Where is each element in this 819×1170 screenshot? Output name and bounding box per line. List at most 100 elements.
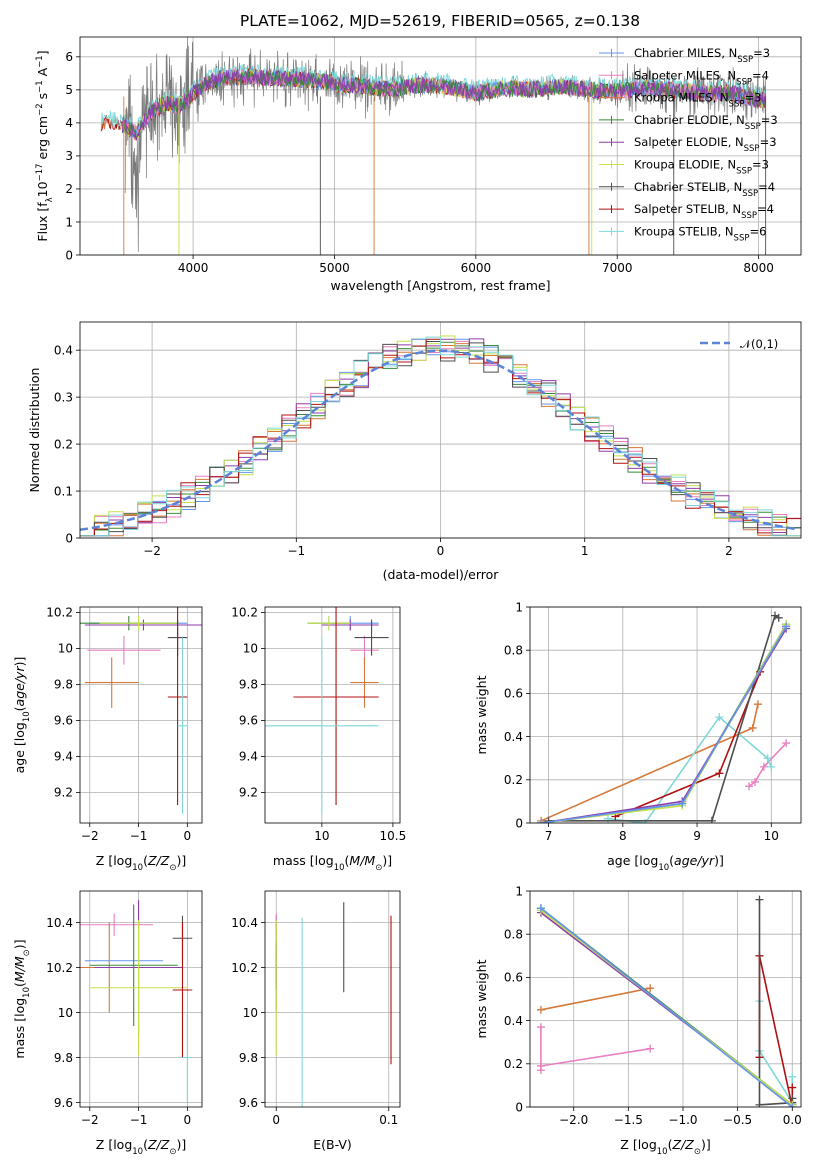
- plot-area: [80, 900, 193, 1103]
- errorbar-point-7: [172, 922, 193, 1058]
- axes-frame: [79, 321, 802, 539]
- y-tick-label: 9.8: [54, 678, 73, 692]
- y-tick-label: 0.4: [504, 1014, 523, 1028]
- series-line: [541, 623, 787, 823]
- legend-entry: Salpeter ELODIE, NSSP=3: [634, 135, 777, 154]
- series-line: [748, 742, 787, 787]
- y-tick-label: 0.1: [54, 484, 73, 498]
- axes-mass_vs_Z: −2 −1 0 9.6 9.8 10 10.2 10.4 Z [log10(Z/Z⊙)] mass…: [12, 890, 203, 1157]
- x-tick-label: −1: [130, 1113, 148, 1127]
- y-tick-label: 10: [243, 642, 258, 656]
- axes-frame: [264, 890, 401, 1108]
- y-tick-label: 0.3: [54, 390, 73, 404]
- y-tick-label: 9.2: [239, 786, 258, 800]
- plot-area: [100, 37, 767, 255]
- legend-entry: Chabrier STELIB, NSSP=4: [634, 180, 775, 199]
- y-tick-label: 0.6: [504, 687, 523, 701]
- plot-area: [265, 607, 389, 814]
- y-tick-label: 10: [243, 1006, 258, 1020]
- errorbar-point-3: [89, 904, 178, 1026]
- x-tick-label: −2: [81, 1113, 99, 1127]
- y-tick-label: 5: [65, 83, 73, 97]
- series-marker: [782, 739, 791, 748]
- series-line: [540, 987, 651, 1011]
- legend: 𝒩(0,1): [700, 337, 778, 351]
- y-tick-label: 6: [65, 50, 73, 64]
- x-tick-label: 6000: [461, 261, 492, 275]
- y-tick-label: 0.8: [504, 644, 523, 658]
- y-axis-label: age [log10(age/yr)]: [12, 657, 32, 774]
- legend-entry: Salpeter STELIB, NSSP=4: [634, 202, 774, 221]
- y-axis-label: mass [log10(M/M⊙)]: [12, 939, 32, 1058]
- y-axis-label: Flux [fλ10−17 erg cm−2 s−1 A−1]: [35, 50, 55, 241]
- y-tick-label: 4: [65, 116, 73, 130]
- y-axis-label: Normed distribution: [27, 368, 42, 493]
- grid: [265, 607, 400, 823]
- x-tick-label: 0: [184, 829, 192, 843]
- axes-frame: [79, 890, 203, 1108]
- x-tick-label: 8: [619, 829, 627, 843]
- y-tick-label: 9.6: [239, 1096, 258, 1110]
- y-tick-label: 10.2: [231, 606, 258, 620]
- axes-frame: [529, 890, 802, 1108]
- x-tick-label: 0.1: [379, 1113, 398, 1127]
- y-tick-label: 0: [65, 248, 73, 262]
- y-tick-label: 9.8: [239, 1051, 258, 1065]
- y-tick-label: 0.2: [504, 1057, 523, 1071]
- axes-spectrum: 4000 5000 6000 7000 8000 0 1 2 3 4 5 6 wavelength [A…: [35, 36, 802, 293]
- series-marker: [748, 723, 757, 732]
- errorbar-point-8: [265, 637, 379, 814]
- x-axis-label: E(B-V): [313, 1137, 352, 1152]
- legend-entry: Chabrier ELODIE, NSSP=3: [634, 113, 778, 132]
- series-marker: [782, 622, 791, 631]
- x-tick-label: 9: [693, 829, 701, 843]
- plot-area: [536, 895, 797, 1107]
- x-tick-label: 10: [764, 829, 779, 843]
- series-marker: [537, 819, 546, 823]
- errorbar-point-7: [293, 607, 379, 805]
- series-marker: [536, 1005, 545, 1014]
- x-tick-label: 0: [437, 544, 445, 558]
- x-tick-label: −0.5: [723, 1113, 752, 1127]
- legend-entry: Kroupa ELODIE, NSSP=3: [634, 158, 769, 177]
- series-marker: [755, 895, 764, 904]
- series-7: [755, 951, 797, 1107]
- series-marker: [763, 754, 772, 763]
- errorbar-point-2: [350, 657, 379, 708]
- series-0: [537, 622, 791, 823]
- x-tick-label: −2: [143, 544, 161, 558]
- x-axis-label: wavelength [Angstrom, rest frame]: [330, 278, 550, 293]
- axes-frame: [79, 36, 802, 256]
- axes-massweight_vs_age: 7 8 9 10 0 0.2 0.4 0.6 0.8 1 age [log10(age/yr)] ma…: [474, 600, 802, 873]
- x-tick-label: 0.0: [783, 1113, 802, 1127]
- errorbar-point-4: [84, 619, 202, 631]
- y-tick-label: 0.4: [54, 343, 73, 357]
- series-marker: [536, 1061, 545, 1070]
- x-tick-label: 10.5: [380, 829, 407, 843]
- y-tick-label: 0.2: [54, 437, 73, 451]
- series-marker: [788, 1103, 797, 1107]
- grid: [80, 607, 202, 823]
- y-tick-label: 2: [65, 182, 73, 196]
- x-axis-label: Z [log10(Z/Z⊙)]: [96, 853, 186, 873]
- errorbar-point-5: [99, 616, 178, 631]
- x-tick-label: 10: [314, 829, 329, 843]
- legend-entry: Chabrier MILES, NSSP=3: [634, 46, 770, 65]
- axes-frame: [529, 606, 802, 824]
- errorbar-point-1: [87, 635, 161, 665]
- model-spectrum-4: [121, 68, 766, 141]
- errorbar-point-1: [80, 913, 154, 936]
- errorbar-point-6: [354, 619, 389, 656]
- y-tick-label: 9.4: [239, 750, 258, 764]
- y-tick-label: 0: [515, 816, 523, 830]
- y-tick-label: 0.8: [504, 928, 523, 942]
- x-tick-label: 4000: [178, 261, 209, 275]
- y-tick-label: 9.4: [54, 750, 73, 764]
- plot-area: [80, 335, 801, 537]
- legend-entry: Kroupa MILES, NSSP=3: [634, 91, 761, 110]
- y-tick-label: 10.2: [46, 606, 73, 620]
- legend-entry: Kroupa STELIB, NSSP=6: [634, 224, 766, 243]
- series-marker: [788, 1072, 797, 1081]
- series-marker: [715, 713, 724, 722]
